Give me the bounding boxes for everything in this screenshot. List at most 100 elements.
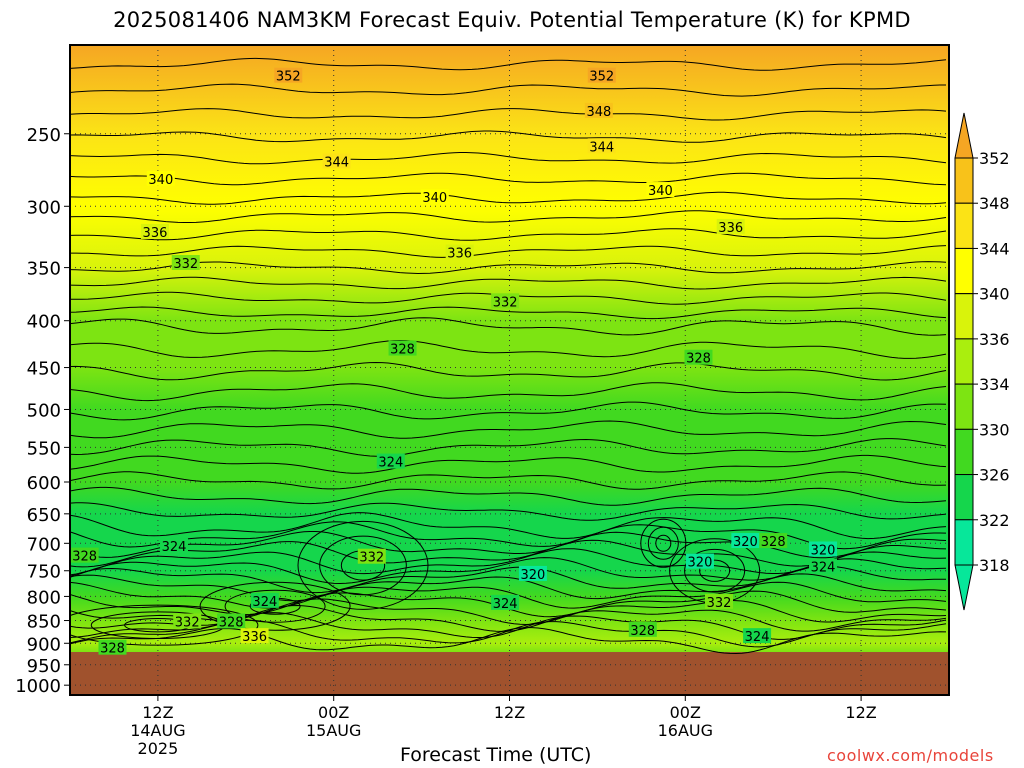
contour-line — [70, 627, 947, 655]
contour-line — [70, 339, 947, 359]
contour-label-bg — [684, 349, 713, 365]
contour-label: 328 — [761, 535, 786, 550]
y-tick-label: 800 — [27, 587, 61, 608]
x-tick-label: 14AUG — [130, 721, 185, 740]
contour-line — [70, 172, 947, 186]
contour-label-bg — [146, 170, 175, 186]
colorbar-extend-top — [954, 112, 974, 159]
contour-label-bg — [809, 558, 838, 574]
colorbar-cell — [954, 474, 974, 521]
contour-label-bg — [376, 453, 405, 469]
contour-line — [70, 130, 947, 143]
contour-label: 328 — [630, 624, 655, 639]
contour-line — [70, 471, 947, 490]
contour-label: 324 — [378, 456, 403, 471]
contour-cell — [297, 520, 429, 610]
contour-label-bg — [140, 223, 169, 239]
x-tick-label: 15AUG — [306, 721, 361, 740]
contour-label: 332 — [175, 615, 200, 630]
colorbar-cell — [954, 247, 974, 295]
contour-line — [70, 565, 946, 594]
y-tick-label: 650 — [27, 505, 61, 526]
x-tick-label: 12Z — [142, 703, 173, 722]
contour-label-bg — [584, 102, 613, 118]
contour-label: 324 — [252, 595, 277, 610]
contour-label-bg — [587, 67, 616, 83]
contour-label: 320 — [811, 544, 836, 559]
colorbar-tick-label: 348 — [979, 194, 1010, 213]
contour-line — [70, 228, 947, 241]
contour-label-bg — [357, 548, 386, 564]
colorbar-cell — [954, 338, 974, 385]
contour-line — [70, 502, 947, 521]
contour-line — [70, 581, 947, 609]
contour-cell — [319, 535, 407, 596]
contour-label: 340 — [648, 184, 673, 199]
contour-line — [70, 598, 947, 626]
contour-line — [70, 486, 947, 506]
x-tick-label: 00Z — [318, 703, 349, 722]
contour-label: 324 — [811, 560, 836, 575]
x-tick-label: 16AUG — [658, 721, 713, 740]
contour-label: 324 — [162, 540, 187, 555]
contour-cell — [647, 526, 679, 560]
contour-cell — [699, 559, 731, 582]
contour-line — [70, 512, 947, 540]
contour-label-bg — [731, 533, 760, 549]
contour-label-bg — [704, 593, 733, 609]
contour-label-bg — [628, 621, 657, 637]
contour-label-bg — [240, 628, 269, 644]
y-tick-label: 600 — [27, 473, 61, 494]
contour-line — [70, 531, 947, 559]
contour-line — [70, 276, 947, 290]
contour-label-bg — [274, 67, 303, 83]
contour-line — [70, 191, 947, 205]
y-tick-label: 750 — [27, 562, 61, 583]
colorbar-cell — [954, 428, 974, 476]
contour-label: 320 — [521, 568, 546, 583]
x-tick-label: 12Z — [845, 703, 876, 722]
colorbar-cell — [954, 202, 974, 249]
contour-label-bg — [491, 594, 520, 610]
contour-line — [70, 521, 947, 550]
colorbar-extend-bottom — [954, 564, 974, 611]
contour-label-bg — [743, 628, 772, 644]
contour-label-bg — [809, 541, 838, 557]
colorbar-tick-label: 334 — [979, 375, 1010, 394]
contour-label-bg — [250, 592, 279, 608]
x-axis-label: Forecast Time (UTC) — [400, 744, 592, 766]
y-tick-label: 450 — [27, 359, 61, 380]
contour-cell — [684, 548, 746, 593]
contour-label-bg — [646, 182, 675, 198]
contour-label: 340 — [422, 191, 447, 206]
contour-line — [70, 245, 947, 258]
contour-label: 328 — [390, 343, 415, 358]
colorbar-cell — [954, 519, 974, 566]
colorbar-tick-label: 330 — [979, 420, 1010, 439]
contour-label-bg — [491, 293, 520, 309]
x-tick-label: 00Z — [670, 703, 701, 722]
contour-label-bg — [716, 218, 745, 234]
contour-label-bg — [587, 138, 616, 154]
contour-line — [70, 83, 946, 97]
y-tick-label: 700 — [27, 534, 61, 555]
contour-line — [70, 261, 947, 275]
contour-label-bg — [322, 153, 351, 169]
contour-label: 332 — [707, 596, 732, 611]
contour-label: 324 — [493, 597, 518, 612]
contour-label: 336 — [718, 221, 743, 236]
contour-line — [70, 539, 947, 568]
colorbar-tick-label: 318 — [979, 556, 1010, 575]
contour-line — [70, 152, 947, 165]
y-tick-label: 350 — [27, 259, 61, 280]
ground-fill — [70, 652, 949, 695]
source-credit[interactable]: coolwx.com/models — [827, 746, 994, 765]
colorbar-tick-label: 344 — [979, 239, 1010, 258]
y-tick-label: 850 — [27, 612, 61, 633]
y-tick-label: 400 — [27, 312, 61, 333]
contour-label: 320 — [733, 535, 758, 550]
contour-label: 352 — [276, 70, 301, 85]
contour-label: 336 — [447, 247, 472, 262]
contour-label-bg — [217, 613, 246, 629]
